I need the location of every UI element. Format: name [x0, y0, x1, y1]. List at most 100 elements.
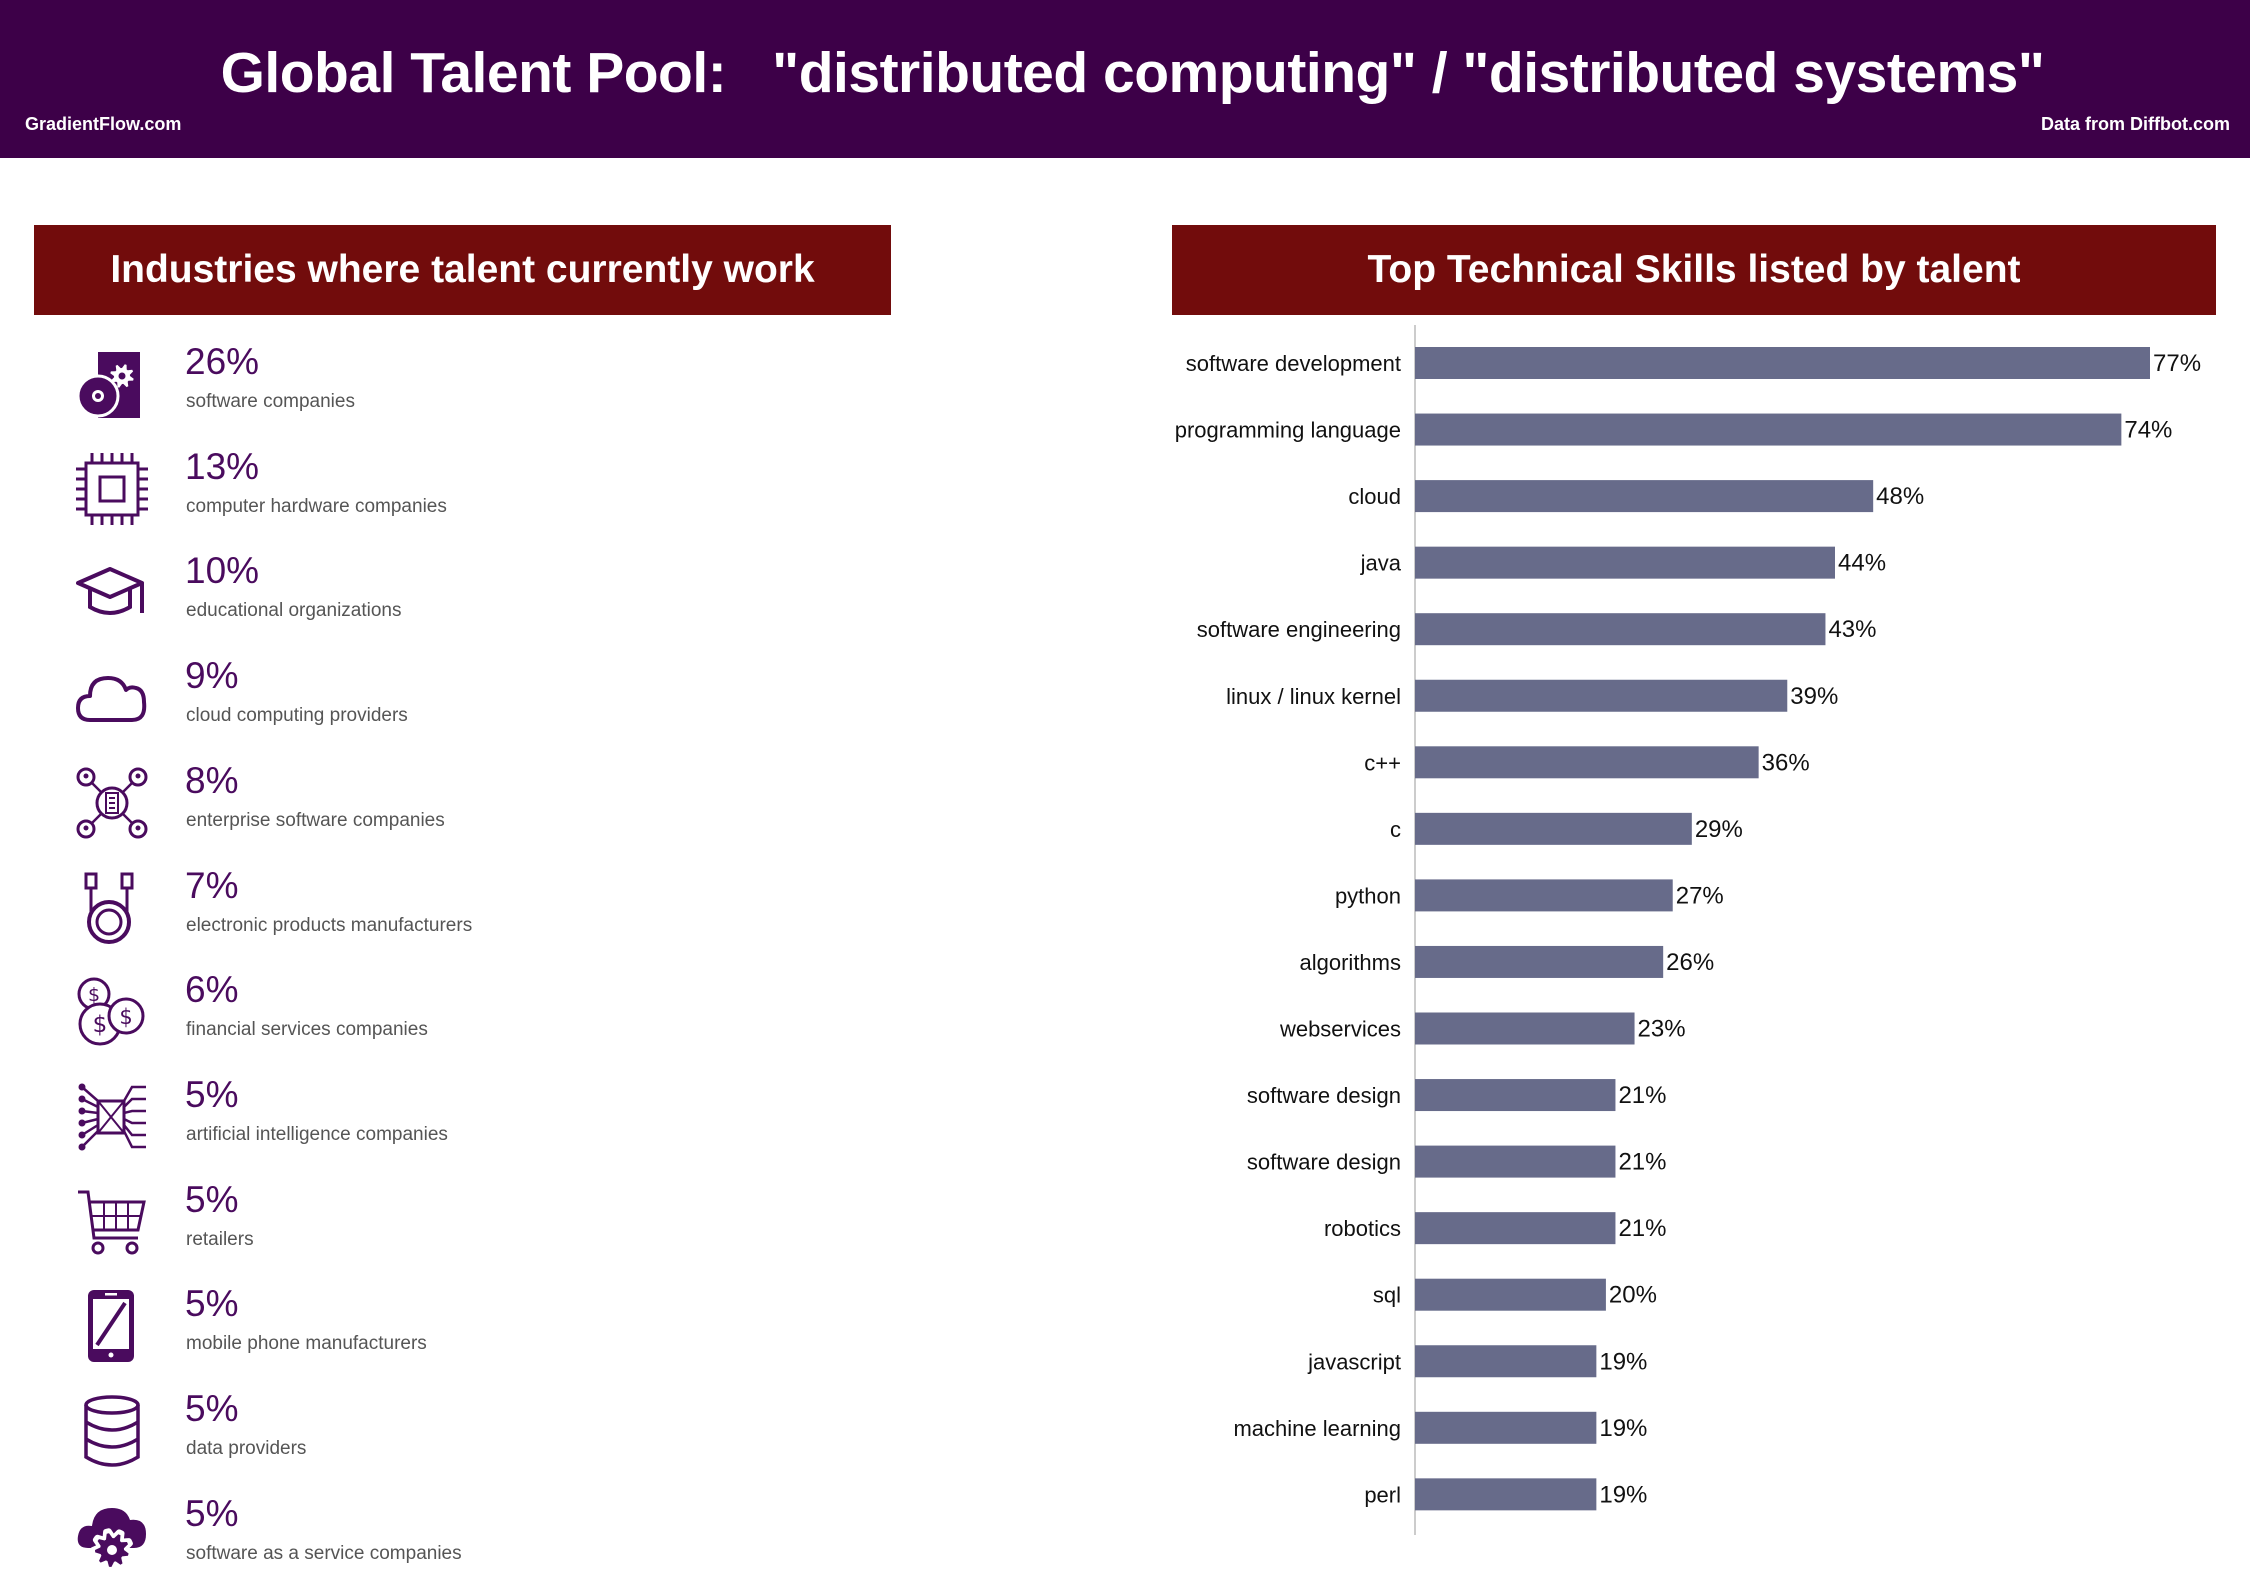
industry-item: 7% electronic products manufacturers: [0, 864, 700, 964]
skill-bar: [1415, 879, 1673, 912]
skill-bar: [1415, 1278, 1606, 1311]
skill-value-label: 36%: [1762, 749, 1810, 776]
industry-label: data providers: [186, 1438, 307, 1459]
skill-value-label: 21%: [1618, 1215, 1666, 1242]
cpu-chip-icon: [76, 452, 148, 525]
industry-item: $ $ $6% financial services companies: [0, 968, 700, 1068]
skill-value-label: 23%: [1638, 1016, 1686, 1043]
skill-category-label: software engineering: [1197, 617, 1401, 642]
industry-label: educational organizations: [186, 600, 402, 622]
industry-item: 13% computer hardware companies: [0, 445, 700, 545]
skill-bar: [1415, 1411, 1597, 1444]
skill-value-label: 74%: [2124, 417, 2172, 444]
skill-value-label: 27%: [1676, 882, 1724, 909]
skill-value-label: 77%: [2153, 350, 2201, 377]
skill-value-label: 19%: [1599, 1481, 1647, 1508]
cloud-gear-icon: [76, 1500, 148, 1570]
cloud-icon: [76, 662, 148, 734]
skill-category-label: c++: [1364, 750, 1401, 775]
svg-text:$: $: [93, 1012, 108, 1038]
skill-bar: [1415, 945, 1664, 978]
industries-list: 26% software companies: [0, 0, 1100, 1570]
skill-category-label: python: [1335, 883, 1401, 908]
skill-category-label: linux / linux kernel: [1226, 684, 1401, 709]
industry-label: electronic products manufacturers: [186, 914, 473, 936]
industry-label: cloud computing providers: [186, 705, 408, 727]
industry-item: 5% mobile phone manufacturers: [0, 1282, 700, 1382]
industry-item: 9% cloud computing providers: [0, 654, 700, 754]
industry-label: mobile phone manufacturers: [186, 1333, 427, 1355]
skill-category-label: cloud: [1348, 484, 1401, 509]
industry-percent: 26%: [185, 341, 260, 382]
industry-percent: 5%: [185, 1388, 239, 1429]
skill-bar: [1415, 1478, 1597, 1511]
skill-value-label: 19%: [1599, 1348, 1647, 1375]
data-source-label: Data from Diffbot.com: [2041, 114, 2230, 134]
skill-value-label: 21%: [1618, 1149, 1666, 1176]
skill-category-label: machine learning: [1233, 1416, 1401, 1441]
industry-item: 5% data providers: [0, 1387, 700, 1487]
industry-percent: 5%: [185, 1073, 239, 1115]
mobile-phone-icon: [76, 1290, 148, 1363]
industry-percent: 9%: [185, 655, 239, 697]
skill-bar: [1415, 613, 1826, 646]
shopping-cart-icon: [76, 1186, 148, 1258]
enterprise-network-icon: [76, 767, 148, 839]
skill-category-label: perl: [1364, 1482, 1401, 1507]
skill-value-label: 21%: [1618, 1082, 1666, 1109]
industry-item: 5% software as a service companies: [0, 1492, 700, 1570]
skill-bar: [1415, 413, 2122, 446]
skill-category-label: sql: [1373, 1283, 1401, 1308]
skill-category-label: java: [1360, 551, 1402, 576]
svg-text:$: $: [119, 1005, 132, 1029]
skill-value-label: 43%: [1828, 616, 1876, 643]
skills-section-header: Top Technical Skills listed by talent: [1172, 225, 2216, 315]
skill-value-label: 44%: [1838, 550, 1886, 577]
software-gear-icon: [76, 348, 148, 420]
industry-label: enterprise software companies: [186, 809, 445, 831]
industry-item: 5% artificial intelligence companies: [0, 1073, 700, 1173]
skill-value-label: 29%: [1695, 816, 1743, 843]
skill-bar: [1415, 679, 1788, 712]
industry-percent: 13%: [185, 445, 260, 487]
skill-bar: [1415, 347, 2150, 379]
skill-category-label: software design: [1247, 1150, 1401, 1175]
skill-bar: [1415, 1012, 1635, 1045]
title-banner: Global Talent Pool: "distributed computi…: [0, 0, 2250, 158]
dollar-coins-icon: $ $ $: [76, 976, 148, 1048]
ai-circuit-icon: [76, 1081, 148, 1153]
industry-label: computer hardware companies: [186, 495, 447, 517]
skill-bar: [1415, 1145, 1616, 1178]
skill-category-label: webservices: [1279, 1017, 1401, 1042]
skill-bar: [1415, 1212, 1616, 1245]
source-site-label: GradientFlow.com: [25, 114, 182, 134]
skill-category-label: robotics: [1324, 1216, 1401, 1241]
industry-label: software as a service companies: [186, 1542, 462, 1564]
database-icon: [76, 1395, 148, 1467]
skill-bar: [1415, 546, 1835, 579]
svg-text:$: $: [88, 984, 100, 1006]
skills-title: Top Technical Skills listed by talent: [1367, 248, 2021, 291]
industry-label: artificial intelligence companies: [186, 1123, 448, 1145]
industry-item: 10% educational organizations: [0, 549, 700, 649]
page-title: Global Talent Pool: "distributed computi…: [220, 41, 2045, 105]
industry-percent: 5%: [185, 1283, 239, 1325]
skill-value-label: 39%: [1790, 683, 1838, 710]
industry-percent: 7%: [185, 864, 239, 906]
industry-percent: 5%: [185, 1178, 239, 1220]
skill-bar: [1415, 1079, 1616, 1112]
skill-category-label: javascript: [1307, 1349, 1401, 1374]
skill-value-label: 19%: [1599, 1415, 1647, 1442]
industry-item: 26% software companies: [0, 340, 700, 440]
skill-value-label: 26%: [1666, 949, 1714, 976]
industry-percent: 6%: [185, 969, 239, 1011]
industry-label: financial services companies: [186, 1019, 428, 1041]
skill-category-label: algorithms: [1300, 950, 1401, 975]
industries-section-header: Industries where talent currently work: [34, 225, 891, 315]
skill-bar: [1415, 480, 1874, 513]
industry-percent: 8%: [185, 759, 239, 801]
industry-item: 8% enterprise software companies: [0, 759, 700, 859]
skill-category-label: programming language: [1175, 418, 1401, 443]
industry-percent: 10%: [185, 550, 260, 592]
